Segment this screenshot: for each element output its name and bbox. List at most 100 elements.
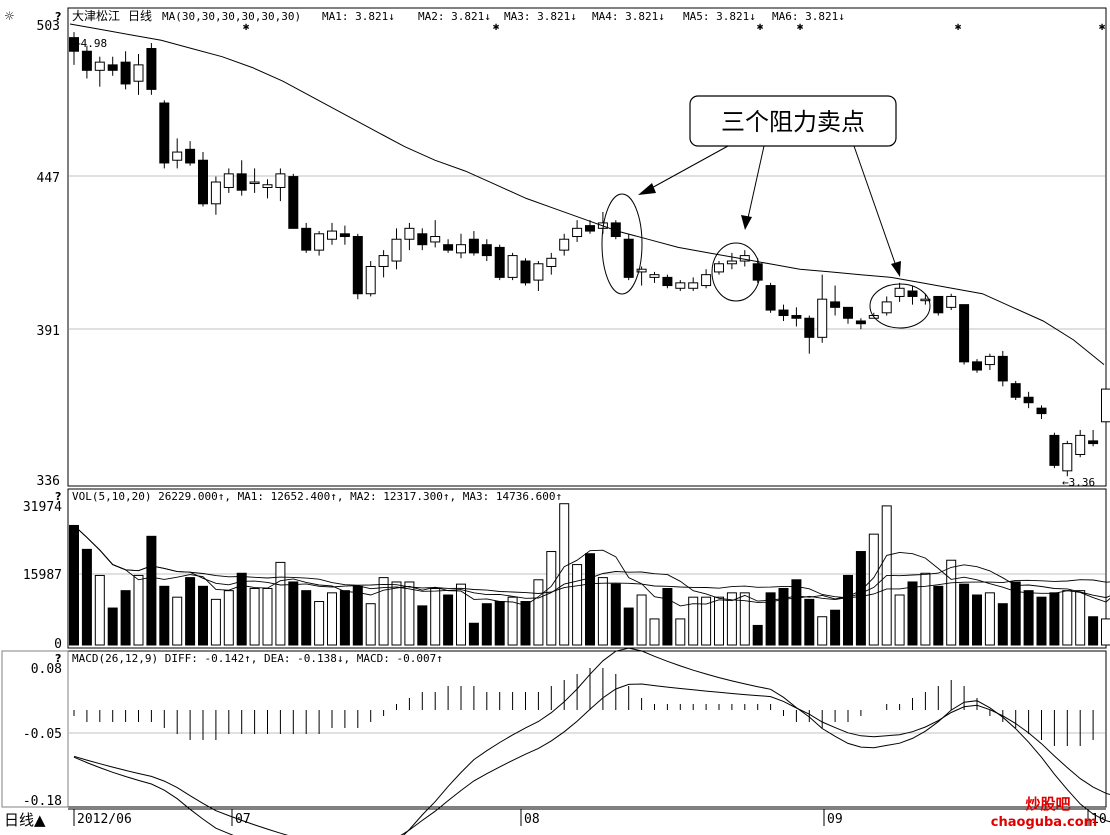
volume-bar[interactable] [765, 592, 776, 646]
candle-down[interactable] [339, 233, 350, 238]
candle-up[interactable] [675, 282, 686, 289]
volume-bar[interactable] [1023, 590, 1034, 646]
volume-bar[interactable] [352, 585, 363, 646]
candle-up[interactable] [881, 301, 892, 314]
candle-up[interactable] [378, 255, 389, 267]
candle-up[interactable] [817, 298, 828, 338]
volume-bar[interactable] [185, 577, 196, 646]
volume-bar[interactable] [972, 594, 982, 646]
candle-down[interactable] [610, 222, 621, 238]
volume-bar[interactable] [997, 603, 1008, 646]
candle-up[interactable] [636, 268, 647, 273]
volume-bar[interactable] [1049, 592, 1060, 646]
volume-bar[interactable] [159, 585, 170, 646]
volume-bar[interactable] [301, 590, 312, 646]
candle-down[interactable] [417, 233, 428, 246]
candle-down[interactable] [481, 244, 492, 257]
volume-bar[interactable] [365, 603, 376, 646]
volume-bar[interactable] [546, 551, 557, 646]
volume-bar[interactable] [623, 607, 634, 646]
candle-up[interactable] [726, 260, 737, 265]
volume-bar[interactable] [830, 609, 841, 646]
candle-down[interactable] [69, 37, 79, 52]
candle-down[interactable] [443, 244, 454, 251]
help-icon[interactable]: ? [55, 10, 61, 23]
candle-up[interactable] [210, 181, 221, 205]
candle-down[interactable] [959, 304, 970, 363]
volume-bar[interactable] [146, 535, 157, 646]
candle-down[interactable] [1023, 396, 1034, 404]
candle-down[interactable] [1088, 440, 1099, 445]
candle-down[interactable] [107, 64, 118, 71]
candle-down[interactable] [81, 50, 92, 71]
volume-bar[interactable] [133, 574, 144, 646]
volume-bar[interactable] [314, 601, 325, 646]
volume-bar[interactable] [959, 583, 970, 646]
candle-down[interactable] [301, 227, 312, 251]
volume-bar[interactable] [843, 574, 853, 646]
candle-up[interactable] [391, 238, 402, 262]
volume-bar[interactable] [327, 592, 337, 646]
candle-down[interactable] [778, 309, 789, 317]
volume-bar[interactable] [649, 618, 660, 646]
candle-up[interactable] [456, 244, 466, 254]
candle-down[interactable] [907, 290, 918, 297]
volume-bar[interactable] [752, 624, 763, 646]
volume-bar[interactable] [249, 587, 260, 646]
volume-bar[interactable] [572, 564, 583, 646]
candle-up[interactable] [507, 255, 518, 278]
volume-bar[interactable] [107, 607, 118, 646]
volume-bar[interactable] [610, 583, 621, 646]
volume-bar[interactable] [494, 601, 505, 646]
candle-down[interactable] [804, 317, 815, 338]
candle-down[interactable] [146, 48, 157, 90]
candle-down[interactable] [933, 295, 944, 314]
volume-bar[interactable] [559, 503, 570, 646]
volume-bar[interactable] [533, 579, 544, 646]
volume-bar[interactable] [714, 596, 724, 646]
candle-up[interactable] [223, 173, 234, 188]
volume-bar[interactable] [778, 587, 789, 646]
candle-down[interactable] [585, 225, 595, 232]
candle-up[interactable] [249, 181, 260, 185]
volume-bar[interactable] [520, 601, 531, 646]
candle-up[interactable] [920, 298, 931, 302]
volume-bar[interactable] [391, 581, 402, 646]
volume-bar[interactable] [597, 577, 608, 646]
volume-help-icon[interactable]: ? [55, 490, 61, 503]
candle-down[interactable] [159, 102, 170, 164]
event-marker[interactable]: ✱ [955, 20, 962, 33]
volume-bar[interactable] [662, 587, 673, 646]
candle-up[interactable] [172, 151, 183, 161]
volume-bar[interactable] [1075, 590, 1086, 646]
candle-down[interactable] [236, 173, 247, 191]
volume-bar[interactable] [404, 581, 415, 646]
volume-bar[interactable] [701, 596, 712, 646]
event-marker[interactable]: ✱ [797, 20, 804, 33]
volume-bar[interactable] [198, 585, 208, 646]
volume-bar[interactable] [1062, 590, 1073, 646]
volume-bar[interactable] [1010, 581, 1021, 646]
volume-bar[interactable] [275, 561, 286, 646]
candle-down[interactable] [185, 148, 196, 164]
volume-bar[interactable] [636, 594, 647, 646]
volume-bar[interactable] [456, 583, 466, 646]
event-marker[interactable]: ✱ [493, 20, 500, 33]
candle-down[interactable] [120, 61, 131, 85]
volume-bar[interactable] [481, 603, 492, 646]
volume-bar[interactable] [81, 548, 92, 646]
candle-up[interactable] [275, 173, 286, 188]
volume-bar[interactable] [120, 590, 131, 646]
volume-bar[interactable] [1101, 618, 1110, 646]
volume-bar[interactable] [223, 590, 234, 646]
volume-bar[interactable] [894, 594, 905, 646]
volume-bar[interactable] [855, 551, 866, 646]
candle-up[interactable] [946, 295, 957, 308]
volume-bar[interactable] [417, 605, 428, 646]
candle-down[interactable] [972, 361, 982, 371]
volume-bar[interactable] [804, 598, 815, 646]
candle-down[interactable] [830, 301, 841, 308]
volume-bar[interactable] [1036, 596, 1047, 646]
candle-up[interactable] [714, 263, 724, 273]
volume-bar[interactable] [378, 577, 389, 646]
